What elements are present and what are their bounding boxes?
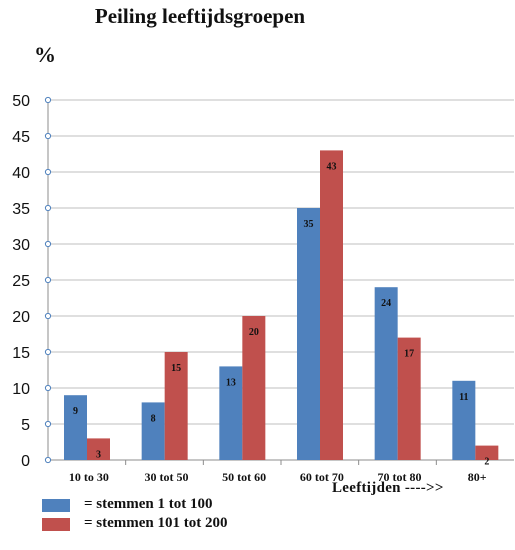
data-label: 43 [327,161,337,172]
y-tick-label: 0 [21,453,30,470]
y-axis-marker [44,312,52,320]
y-axis-label: % [34,42,56,67]
data-label: 17 [404,349,414,360]
x-tick-label: 10 to 30 [69,470,109,484]
bar-series-1 [219,366,243,460]
x-tick-label: 30 tot 50 [145,470,189,484]
bar-series-2 [475,445,499,460]
bar-series-1 [141,402,165,460]
legend-label-series-1: = stemmen 1 tot 100 [84,496,213,512]
y-tick-label: 5 [21,417,30,434]
y-tick-label: 15 [12,345,30,362]
x-tick-label: 70 tot 80 [378,470,422,484]
bar-series-1 [452,380,476,460]
bar-series-2 [320,150,343,460]
bar-series-2 [397,337,421,460]
y-axis-marker [44,96,52,104]
bar-series-1 [297,208,320,460]
bar-series-2 [164,352,188,460]
y-axis-marker [44,456,52,464]
y-tick-label: 25 [12,273,30,290]
data-label: 35 [304,219,314,230]
data-label: 3 [96,449,101,460]
data-label: 13 [226,377,236,388]
y-tick-label: 40 [12,165,30,182]
y-axis-marker [44,240,52,248]
legend-label-series-2: = stemmen 101 tot 200 [84,515,228,531]
y-tick-label: 20 [12,309,30,326]
data-label: 20 [249,327,259,338]
y-axis-marker [44,132,52,140]
y-axis-marker [44,420,52,428]
x-tick-label: 50 tot 60 [222,470,266,484]
bar-series-1 [64,395,87,460]
bar-series-1 [374,287,398,460]
bar-series-2 [242,316,266,460]
data-label: 8 [151,413,156,424]
y-tick-label: 45 [12,129,30,146]
y-tick-label: 10 [12,381,30,398]
data-label: 15 [171,363,181,374]
x-tick-label: 80+ [468,470,487,484]
y-tick-label: 35 [12,201,30,218]
y-axis-marker [44,168,52,176]
y-axis-marker [44,276,52,284]
legend-swatch-series-1 [42,499,70,512]
x-tick-label: 60 tot 70 [300,470,344,484]
y-tick-label: 30 [12,237,30,254]
data-label: 9 [73,406,78,417]
x-axis-label: Leeftijden ---->> [332,480,444,496]
y-axis-marker [44,384,52,392]
legend-swatch-series-2 [42,518,70,531]
data-label: 24 [381,298,391,309]
chart-title: Peiling leeftijdsgroepen [94,4,306,28]
data-label: 2 [484,457,489,468]
y-axis-marker [44,348,52,356]
bar-series-2 [87,438,110,460]
data-label: 11 [459,392,468,403]
y-axis-marker [44,204,52,212]
y-tick-label: 50 [12,93,30,110]
